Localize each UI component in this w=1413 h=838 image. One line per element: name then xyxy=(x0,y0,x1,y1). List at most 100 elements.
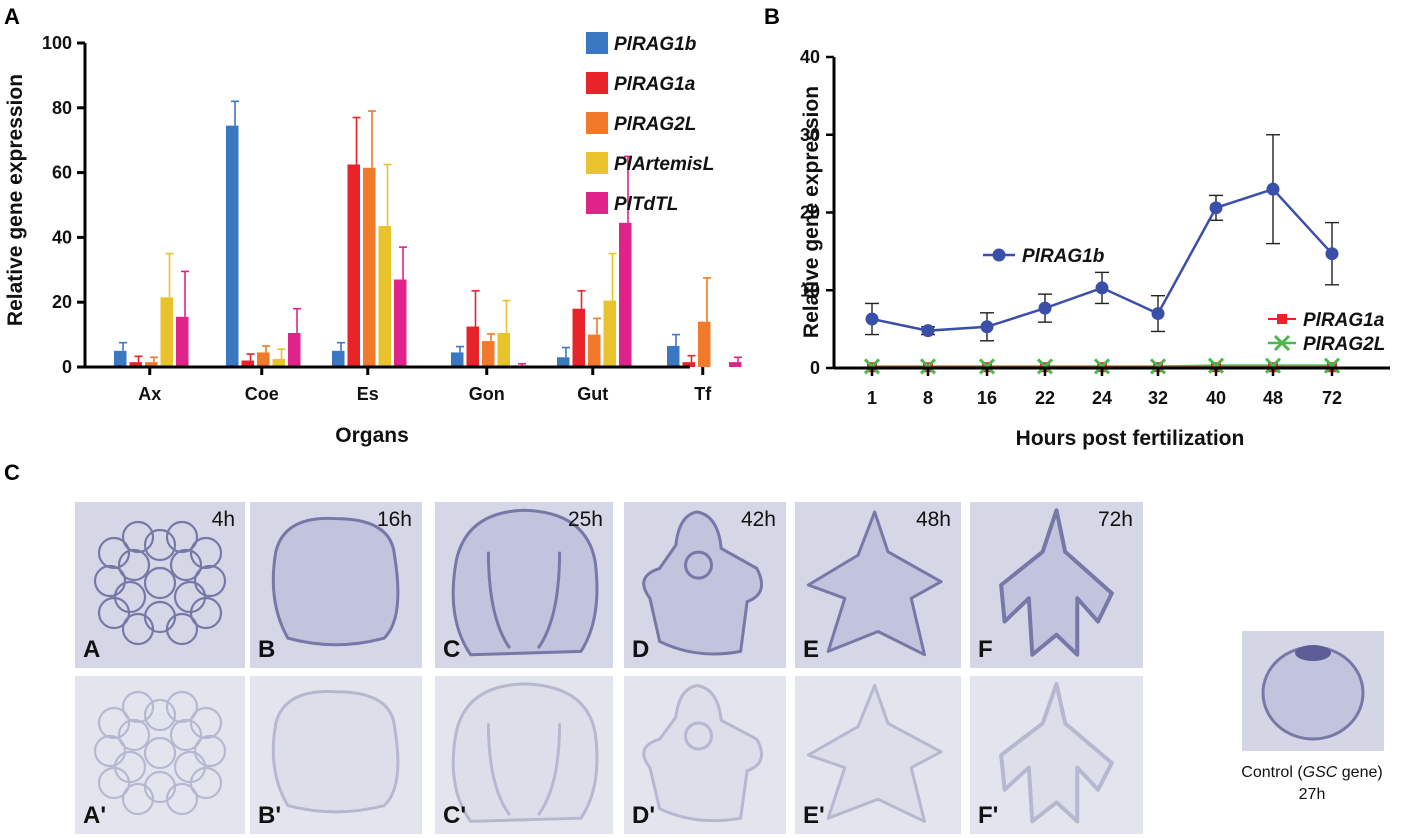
micrograph-label: F xyxy=(978,636,993,663)
micrograph-label: A xyxy=(83,636,101,663)
bar-PlTdTL-Ax xyxy=(176,316,189,367)
point-PlRAG1b-22 xyxy=(1038,301,1052,315)
legend-b: PlRAG1b PlRAG1a PlRAG2L xyxy=(983,246,1385,355)
bar-PlArtemisL-Ax xyxy=(160,297,173,367)
y-tick-label: 10 xyxy=(800,280,820,300)
legend-label: PlRAG1a xyxy=(1303,310,1385,331)
y-tick-label: 40 xyxy=(800,47,820,67)
bar-PlRAG1b-Tf xyxy=(667,345,680,367)
x-tick-label: 48 xyxy=(1263,388,1283,408)
legend-a: PlRAG1b PlRAG1a PlRAG2L PlArtemisL PlTdTL xyxy=(586,32,714,215)
point-PlRAG2L-16 xyxy=(978,358,996,375)
legend-swatch xyxy=(586,112,608,134)
micrograph-label: D xyxy=(632,636,650,663)
x-tick-label: 8 xyxy=(923,388,933,408)
stage-time-label: 16h xyxy=(376,508,412,531)
x-axis-b: 1 8 16 22 24 32 40 48 72 xyxy=(834,366,1390,408)
point-PlRAG2L-8 xyxy=(919,358,937,375)
legend-label: PlRAG2L xyxy=(614,114,696,135)
control-caption-prefix: Control ( xyxy=(1241,764,1303,781)
micrograph-E-prime: E' xyxy=(795,676,961,834)
x-tick-label: 72 xyxy=(1322,388,1342,408)
embryo-drawing xyxy=(271,690,400,814)
micrograph-A: 4h A xyxy=(75,502,245,668)
bar-PlTdTL-Tf xyxy=(729,362,742,367)
control-caption-time: 27h xyxy=(1298,786,1326,803)
point-PlRAG2L-32 xyxy=(1149,358,1167,375)
bar-series-a xyxy=(114,100,742,368)
embryo-drawing xyxy=(271,516,400,647)
stage-time-label: 48h xyxy=(915,508,951,531)
micrograph-B: 16h B xyxy=(250,502,422,668)
bar-PlRAG1a-Gon xyxy=(466,326,479,367)
x-axis-title-b: Hours post fertilization xyxy=(1016,427,1245,450)
legend-marker xyxy=(992,248,1006,262)
micrograph-label: B' xyxy=(258,802,282,829)
micrograph-label: C xyxy=(443,636,461,663)
x-tick-label: Gon xyxy=(469,384,505,404)
legend-marker xyxy=(1273,334,1291,352)
y-tick-label: 20 xyxy=(52,292,72,312)
x-tick-label: Coe xyxy=(245,384,279,404)
x-tick-label: 22 xyxy=(1035,388,1055,408)
x-tick-label: Gut xyxy=(577,384,608,404)
bar-PlRAG2L-Tf xyxy=(698,321,711,367)
x-tick-label: Es xyxy=(357,384,379,404)
bar-PlRAG1a-Es xyxy=(347,164,360,367)
control-caption-gene: GSC xyxy=(1302,764,1338,781)
bar-PlRAG1b-Ax xyxy=(114,350,127,367)
x-tick-label: 24 xyxy=(1092,388,1112,408)
bar-PlRAG1b-Gut xyxy=(557,357,570,367)
bar-PlRAG1a-Coe xyxy=(241,360,254,367)
legend-swatch xyxy=(586,72,608,94)
point-PlRAG2L-40 xyxy=(1207,357,1225,374)
y-tick-label: 80 xyxy=(52,98,72,118)
bar-PlArtemisL-Gon xyxy=(497,332,510,367)
embryo-drawing xyxy=(999,681,1114,824)
legend-swatch xyxy=(586,192,608,214)
point-PlRAG1b-72 xyxy=(1325,247,1339,261)
bar-PlRAG2L-Coe xyxy=(257,352,270,367)
embryo-drawing xyxy=(999,508,1114,657)
bar-PlRAG2L-Es xyxy=(363,167,376,367)
bar-PlTdTL-Gut xyxy=(619,222,632,367)
embryo-drawing xyxy=(93,690,227,816)
bar-PlRAG1a-Gut xyxy=(572,308,585,367)
micrograph-label: E' xyxy=(803,802,825,829)
micrograph-label: E xyxy=(803,636,820,663)
micrograph-C: 25h C xyxy=(435,502,613,668)
y-axis-title-a: Relative gene expression xyxy=(4,74,27,326)
x-tick-label: 16 xyxy=(977,388,997,408)
x-axis-a: Ax Coe Es Gon Gut Tf xyxy=(85,365,712,404)
legend-label: PlRAG2L xyxy=(1303,334,1385,355)
gsc-stain xyxy=(1295,645,1331,661)
legend-swatch xyxy=(586,152,608,174)
bar-PlArtemisL-Es xyxy=(378,226,391,367)
micrograph-label: F' xyxy=(978,802,999,829)
panel-letter-b: B xyxy=(764,4,780,29)
x-tick-label: 40 xyxy=(1206,388,1226,408)
micrograph-B-prime: B' xyxy=(250,676,422,834)
micrograph-E: 48h E xyxy=(795,502,961,668)
embryo-drawing xyxy=(642,510,764,656)
embryo-drawing xyxy=(806,683,943,823)
y-tick-label: 30 xyxy=(800,125,820,145)
x-tick-label: Tf xyxy=(694,384,712,404)
micrograph-F: 72h F xyxy=(970,502,1143,668)
micrograph-C-prime: C' xyxy=(435,676,613,834)
control-caption: Control (GSC gene) 27h xyxy=(1226,762,1398,806)
point-PlRAG1b-24 xyxy=(1095,281,1109,295)
bar-PlRAG1b-Gon xyxy=(451,352,464,367)
point-PlRAG1b-32 xyxy=(1151,307,1165,321)
embryo-drawing xyxy=(93,520,227,646)
bar-PlArtemisL-Coe xyxy=(272,358,285,367)
y-tick-label: 100 xyxy=(42,33,72,53)
bar-PlRAG1b-Coe xyxy=(226,125,239,368)
legend-swatch xyxy=(586,32,608,54)
bar-PlTdTL-Es xyxy=(394,279,407,367)
x-tick-label: 32 xyxy=(1148,388,1168,408)
stage-time-label: 4h xyxy=(211,508,235,531)
point-PlRAG1b-16 xyxy=(980,320,994,334)
micrograph-D: 42h D xyxy=(624,502,786,668)
